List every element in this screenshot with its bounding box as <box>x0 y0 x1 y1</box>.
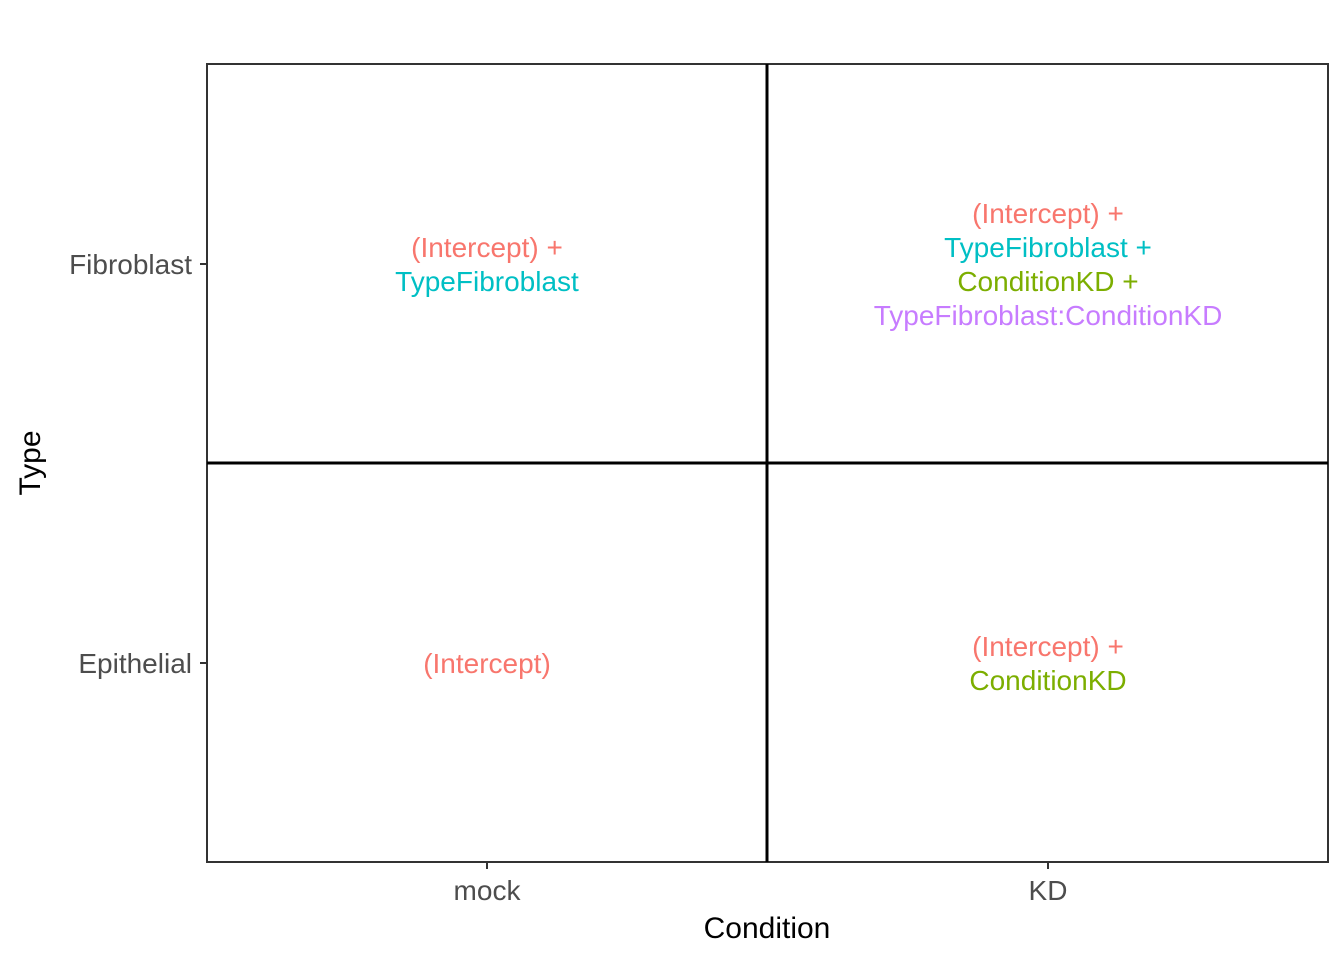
x-axis-title: Condition <box>704 912 831 945</box>
cell-fibroblast-mock-line-0: (Intercept) + <box>411 232 563 263</box>
cell-fibroblast-kd-line-2: ConditionKD + <box>957 266 1138 297</box>
cell-epithelial-mock-line-0: (Intercept) <box>423 648 551 679</box>
cell-epithelial-kd-line-0: (Intercept) + <box>972 631 1124 662</box>
x-tick-label-mock: mock <box>454 875 522 906</box>
y-axis-title: Type <box>14 430 47 495</box>
x-tick-label-kd: KD <box>1029 875 1068 906</box>
cell-fibroblast-kd-line-0: (Intercept) + <box>972 198 1124 229</box>
cell-fibroblast-mock-line-1: TypeFibroblast <box>395 266 579 297</box>
y-tick-label-epithelial: Epithelial <box>78 648 192 679</box>
cell-labels: (Intercept) +TypeFibroblast(Intercept) +… <box>395 198 1222 696</box>
cell-fibroblast-kd-line-3: TypeFibroblast:ConditionKD <box>874 300 1223 331</box>
cell-epithelial-kd-line-1: ConditionKD <box>969 665 1126 696</box>
cell-fibroblast-kd-line-1: TypeFibroblast + <box>944 232 1152 263</box>
y-tick-label-fibroblast: Fibroblast <box>69 249 192 280</box>
